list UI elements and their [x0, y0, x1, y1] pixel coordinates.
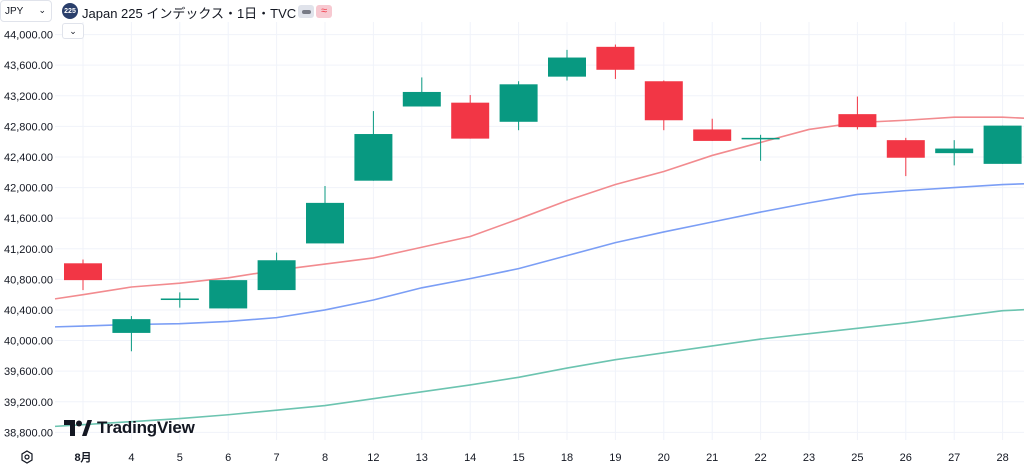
candle[interactable]	[886, 137, 925, 177]
currency-label: JPY	[5, 5, 24, 17]
x-tick-label: 8月	[74, 451, 91, 464]
candle-body	[354, 134, 393, 181]
candle-body	[644, 81, 683, 121]
candle-body	[596, 46, 635, 70]
moving-average-lines	[54, 116, 1024, 428]
candle-body	[693, 129, 732, 141]
y-tick-label: 41,600.00	[4, 213, 53, 225]
candle-body	[257, 260, 296, 291]
x-tick-label: 5	[177, 452, 183, 464]
candle-body	[402, 91, 441, 107]
candle-body	[306, 202, 344, 244]
candle-body	[935, 148, 974, 154]
x-tick-label: 20	[658, 452, 670, 464]
y-tick-label: 42,400.00	[4, 152, 53, 164]
x-tick-label: 25	[851, 452, 863, 464]
y-tick-label: 43,600.00	[4, 60, 53, 72]
x-tick-label: 13	[416, 452, 428, 464]
candle[interactable]	[64, 259, 102, 291]
symbol-badge-icon: 225	[62, 3, 78, 19]
x-tick-label: 15	[512, 452, 524, 464]
moving-average-line-1	[54, 116, 1024, 300]
candle[interactable]	[741, 134, 780, 161]
eye-icon[interactable]	[298, 5, 314, 18]
y-tick-label: 40,400.00	[4, 305, 53, 317]
y-tick-label: 42,000.00	[4, 183, 53, 195]
candle-body	[838, 114, 877, 128]
candle-body	[451, 102, 490, 139]
y-tick-label: 39,600.00	[4, 366, 53, 378]
candle-body	[886, 140, 925, 158]
candle[interactable]	[499, 81, 538, 131]
chevron-down-icon: ⌄	[38, 5, 46, 15]
candle[interactable]	[354, 111, 393, 181]
chevron-down-icon: ⌄	[69, 25, 77, 36]
candle[interactable]	[402, 77, 441, 107]
candle[interactable]	[644, 80, 683, 131]
candle[interactable]	[160, 292, 199, 308]
approx-icon[interactable]: ≈	[316, 5, 332, 18]
candle-body	[548, 57, 586, 77]
candle-body	[209, 280, 248, 309]
candles	[64, 44, 1022, 352]
candle-body	[160, 298, 199, 301]
y-axis: 38,800.00 39,200.00 39,600.00 40,000.00 40,4…	[4, 30, 53, 440]
candle[interactable]	[209, 280, 248, 309]
y-tick-label: 40,800.00	[4, 274, 53, 286]
moving-average-line-3	[54, 308, 1024, 428]
x-tick-label: 4	[128, 452, 134, 464]
x-tick-label: 7	[274, 452, 280, 464]
logo-text: TradingView	[97, 418, 195, 437]
y-tick-label: 44,000.00	[4, 30, 53, 42]
x-tick-label: 14	[464, 452, 476, 464]
x-tick-label: 23	[803, 452, 815, 464]
currency-select[interactable]: JPY ⌄	[0, 0, 52, 22]
x-tick-label: 26	[900, 452, 912, 464]
x-tick-label: 27	[948, 452, 960, 464]
x-tick-label: 8	[322, 452, 328, 464]
candle-body	[499, 84, 538, 122]
collapse-legend-button[interactable]: ⌄	[62, 23, 84, 39]
x-tick-label: 12	[367, 452, 379, 464]
candle-body	[983, 125, 1022, 164]
x-tick-label: 22	[754, 452, 766, 464]
candle[interactable]	[935, 140, 974, 166]
x-tick-label: 19	[609, 452, 621, 464]
candle[interactable]	[112, 316, 151, 352]
y-tick-label: 40,000.00	[4, 336, 53, 348]
candle[interactable]	[306, 186, 344, 244]
tradingview-logo: TradingView	[64, 418, 195, 438]
candle-body	[64, 263, 102, 281]
candle[interactable]	[548, 49, 586, 81]
y-tick-label: 39,200.00	[4, 397, 53, 409]
candle[interactable]	[838, 96, 877, 130]
symbol-title: Japan 225 インデックス・1日・TVC	[82, 6, 297, 21]
y-tick-label: 38,800.00	[4, 427, 53, 439]
indicator-toggles: ≈	[298, 5, 332, 19]
gear-icon[interactable]	[20, 450, 34, 464]
chart-grid	[55, 22, 1024, 440]
y-tick-label: 41,200.00	[4, 244, 53, 256]
x-axis: 8月45678121314151819202122232526272829	[74, 451, 1008, 464]
candle[interactable]	[983, 125, 1022, 164]
candle[interactable]	[693, 118, 732, 141]
x-tick-label: 18	[561, 452, 573, 464]
x-tick-label: 28	[996, 452, 1008, 464]
x-tick-label: 6	[225, 452, 231, 464]
y-tick-label: 42,800.00	[4, 121, 53, 133]
x-tick-label: 21	[706, 452, 718, 464]
y-tick-label: 43,200.00	[4, 91, 53, 103]
candle[interactable]	[596, 44, 635, 79]
candle[interactable]	[451, 95, 490, 139]
candle-body	[112, 319, 151, 333]
moving-average-line-2	[54, 183, 1024, 328]
tradingview-logo-icon	[64, 420, 92, 436]
candle[interactable]	[257, 252, 296, 291]
candle-body	[741, 137, 780, 140]
